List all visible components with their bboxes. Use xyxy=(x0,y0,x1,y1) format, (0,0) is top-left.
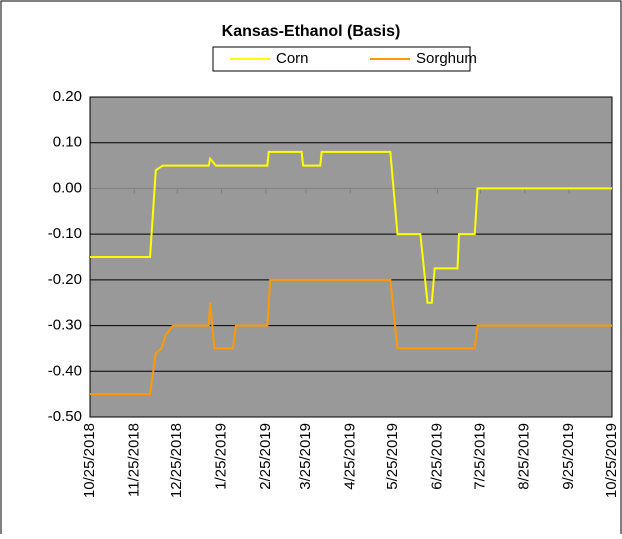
x-tick-label: 10/25/2019 xyxy=(603,423,620,498)
series-line xyxy=(90,150,612,304)
series-line xyxy=(90,278,612,396)
y-tick-label: -0.40 xyxy=(48,362,82,379)
y-tick-label: 0.20 xyxy=(53,88,82,105)
x-tick-label: 8/25/2019 xyxy=(516,423,533,490)
x-tick-label: 9/25/2019 xyxy=(560,423,577,490)
y-tick-label: -0.10 xyxy=(48,225,82,242)
x-tick-label: 10/25/2018 xyxy=(81,423,98,498)
y-tick-label: -0.50 xyxy=(48,408,82,425)
x-tick-label: 12/25/2018 xyxy=(168,423,185,498)
chart-title: Kansas-Ethanol (Basis) xyxy=(222,23,401,40)
plot-area xyxy=(90,97,612,417)
y-tick-label: -0.30 xyxy=(48,317,82,334)
x-tick-label: 6/25/2019 xyxy=(428,423,445,490)
x-tick-label: 2/25/2019 xyxy=(257,423,274,490)
y-tick-label: 0.00 xyxy=(53,179,82,196)
y-tick-label: 0.10 xyxy=(53,134,82,151)
x-tick-label: 3/25/2019 xyxy=(297,423,314,490)
x-tick-label: 11/25/2018 xyxy=(125,423,142,497)
legend-label: Corn xyxy=(276,50,309,67)
x-tick-label: 5/25/2019 xyxy=(384,423,401,490)
legend-label: Sorghum xyxy=(416,50,477,67)
y-tick-label: -0.20 xyxy=(48,271,82,288)
x-tick-label: 1/25/2019 xyxy=(213,423,230,490)
x-tick-label: 7/25/2019 xyxy=(471,423,488,490)
x-tick-label: 4/25/2019 xyxy=(341,423,358,490)
